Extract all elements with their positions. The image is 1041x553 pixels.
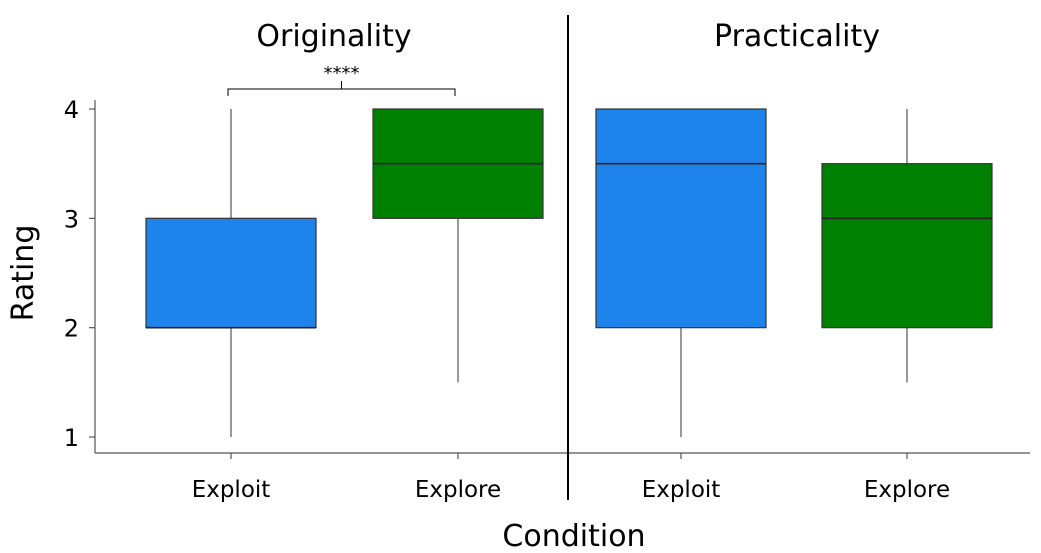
y-tick-label: 4 <box>64 96 79 124</box>
box-explore <box>821 109 993 383</box>
panels-layer: Originality Exploit Explore **** Practicalit… <box>145 19 993 503</box>
y-tick-label: 2 <box>64 315 79 343</box>
significance-bracket: **** <box>227 63 456 96</box>
box-exploit <box>145 109 317 437</box>
x-tick-label: Exploit <box>642 477 721 503</box>
x-axis-title: Condition <box>502 519 645 553</box>
panel-title: Practicality <box>714 19 880 54</box>
y-tick-label: 1 <box>64 424 79 452</box>
box-exploit <box>595 108 767 437</box>
x-tick-label: Exploit <box>192 477 271 503</box>
y-axis-title: Rating <box>6 225 41 322</box>
x-tick-label: Explore <box>864 477 950 503</box>
box-body <box>595 108 767 329</box>
bracket-line <box>227 88 456 96</box>
box-body <box>821 163 993 329</box>
box-body <box>145 217 317 329</box>
x-tick-label: Explore <box>415 477 501 503</box>
y-tick-label: 3 <box>64 205 79 233</box>
axes-layer: 1 2 3 4 <box>64 15 1030 500</box>
panel-title: Originality <box>256 19 411 54</box>
significance-label: **** <box>324 63 360 84</box>
panel-practicality: Practicality Exploit Explore <box>595 19 993 503</box>
panel-originality: Originality Exploit Explore **** <box>145 19 544 503</box>
labels-layer: Condition Rating <box>6 225 646 553</box>
box-explore <box>372 108 544 383</box>
